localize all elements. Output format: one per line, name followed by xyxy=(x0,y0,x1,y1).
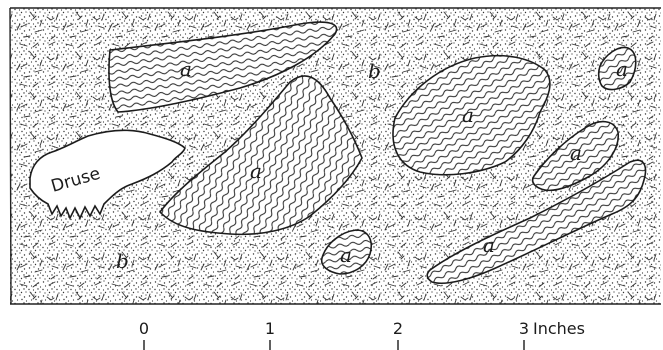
scale-tick-2: 2 xyxy=(393,319,403,338)
label-fragment-3: a xyxy=(462,103,474,127)
fragment-4 xyxy=(597,46,637,91)
scale-tick-3: 3 xyxy=(519,319,529,338)
fragment-2 xyxy=(158,75,363,236)
label-fragment-4: a xyxy=(616,57,628,81)
druse-cavity xyxy=(29,129,186,220)
label-matrix-top: b xyxy=(368,59,381,83)
scale-tick-0: 0 xyxy=(139,319,149,338)
fragment-6 xyxy=(426,159,647,285)
label-fragment-2: a xyxy=(250,159,262,183)
scale-unit: Inches xyxy=(533,319,585,338)
scale-bar: 0 1 2 3 Inches xyxy=(139,319,585,350)
label-fragment-1: a xyxy=(180,57,192,81)
fragment-7 xyxy=(320,229,372,275)
label-fragment-6: a xyxy=(483,233,495,257)
fragment-5 xyxy=(531,120,619,192)
fragment-3 xyxy=(392,54,551,176)
label-fragment-7: a xyxy=(340,243,352,267)
scale-tick-1: 1 xyxy=(265,319,275,338)
label-fragment-5: a xyxy=(570,141,582,165)
fragments xyxy=(108,21,647,285)
label-matrix-bottom: b xyxy=(116,249,129,273)
fragment-1 xyxy=(108,21,338,113)
